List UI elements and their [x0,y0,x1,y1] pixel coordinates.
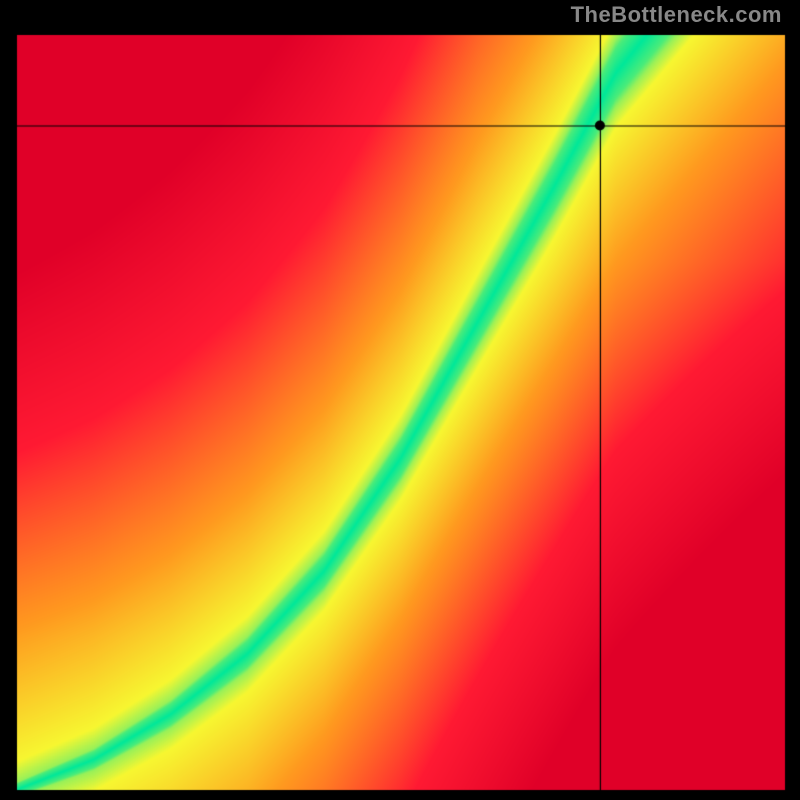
chart-container: TheBottleneck.com [0,0,800,800]
heatmap-canvas [0,0,800,800]
watermark-text: TheBottleneck.com [571,2,782,28]
